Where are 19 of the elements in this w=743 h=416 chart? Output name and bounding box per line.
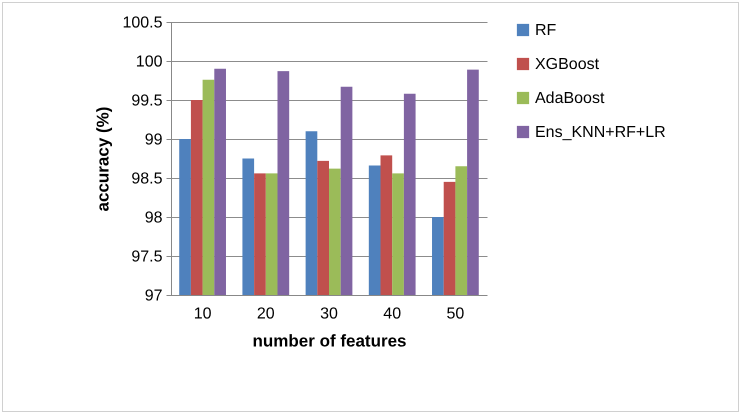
legend-label: XGBoost [535, 56, 600, 73]
x-tick-label: 20 [256, 306, 275, 322]
y-tick-label: 98.5 [131, 170, 163, 188]
x-tick-label: 10 [194, 306, 212, 322]
y-tick-label: 97.5 [131, 248, 163, 266]
y-tick-label: 100.5 [122, 14, 163, 32]
legend-label: RF [535, 22, 557, 39]
legend-label: AdaBoost [535, 90, 605, 107]
x-tick-label: 40 [383, 306, 402, 322]
x-tick-label: 50 [446, 306, 464, 322]
y-tick-label: 97 [144, 288, 163, 304]
legend-label: Ens_KNN+RF+LR [535, 124, 666, 141]
y-tick-label: 99.5 [131, 92, 163, 110]
y-axis-title: accuracy (%) [93, 106, 112, 212]
y-tick-label: 100 [136, 54, 163, 70]
x-tick-label: 30 [320, 306, 338, 322]
y-tick-label: 99 [144, 132, 163, 148]
y-tick-label: 98 [144, 210, 163, 226]
x-axis-title: number of features [252, 332, 406, 350]
